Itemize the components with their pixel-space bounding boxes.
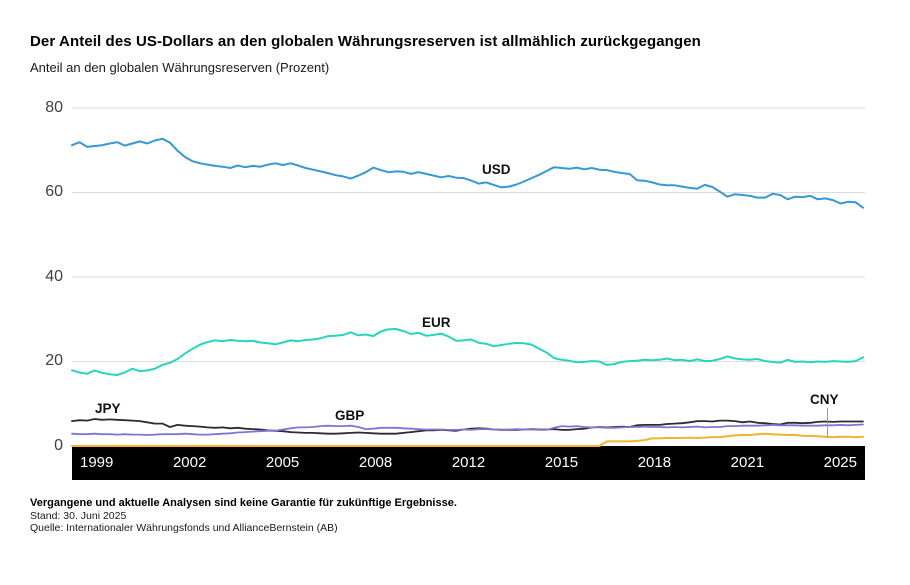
x-axis-label-2018: 2018	[637, 454, 672, 471]
y-axis-tick-0: 0	[54, 436, 63, 454]
series-line-gbp	[71, 423, 864, 436]
chart-title: Der Anteil des US-Dollars an den globale…	[30, 33, 701, 50]
x-axis-label-2015: 2015	[544, 454, 579, 471]
footnote-date: Stand: 30. Juni 2025	[30, 510, 127, 522]
series-label-usd: USD	[482, 162, 511, 177]
footnote-disclaimer: Vergangene und aktuelle Analysen sind ke…	[30, 497, 457, 509]
x-axis-label-2002: 2002	[172, 454, 207, 471]
x-axis-label-2012: 2012	[451, 454, 486, 471]
series-label-jpy: JPY	[95, 401, 121, 416]
y-axis-tick-40: 40	[45, 267, 63, 285]
series-label-cny: CNY	[810, 392, 839, 407]
series-line-usd	[71, 137, 864, 209]
x-axis-label-2005: 2005	[265, 454, 300, 471]
series-label-eur: EUR	[422, 315, 451, 330]
x-axis-label-2025: 2025	[823, 454, 857, 471]
series-line-eur	[71, 328, 864, 376]
series-label-gbp: GBP	[335, 408, 365, 423]
y-axis-tick-80: 80	[45, 98, 63, 116]
y-axis-tick-20: 20	[45, 352, 63, 369]
leader-line-cny	[827, 408, 828, 438]
x-axis-label-2008: 2008	[358, 454, 393, 471]
chart-subtitle: Anteil an den globalen Währungsreserven …	[30, 60, 330, 75]
x-axis-band: 1999 2002 2005 2008 2012 2015 2018 2021 2025	[72, 446, 865, 480]
series-line-cny	[71, 432, 864, 447]
footnote-source: Quelle: Internationaler Währungsfonds un…	[30, 522, 338, 534]
series-line-jpy	[71, 418, 864, 435]
x-axis-label-2021: 2021	[730, 454, 765, 471]
y-axis-tick-60: 60	[45, 183, 63, 200]
x-axis-label-1999: 1999	[80, 454, 114, 471]
